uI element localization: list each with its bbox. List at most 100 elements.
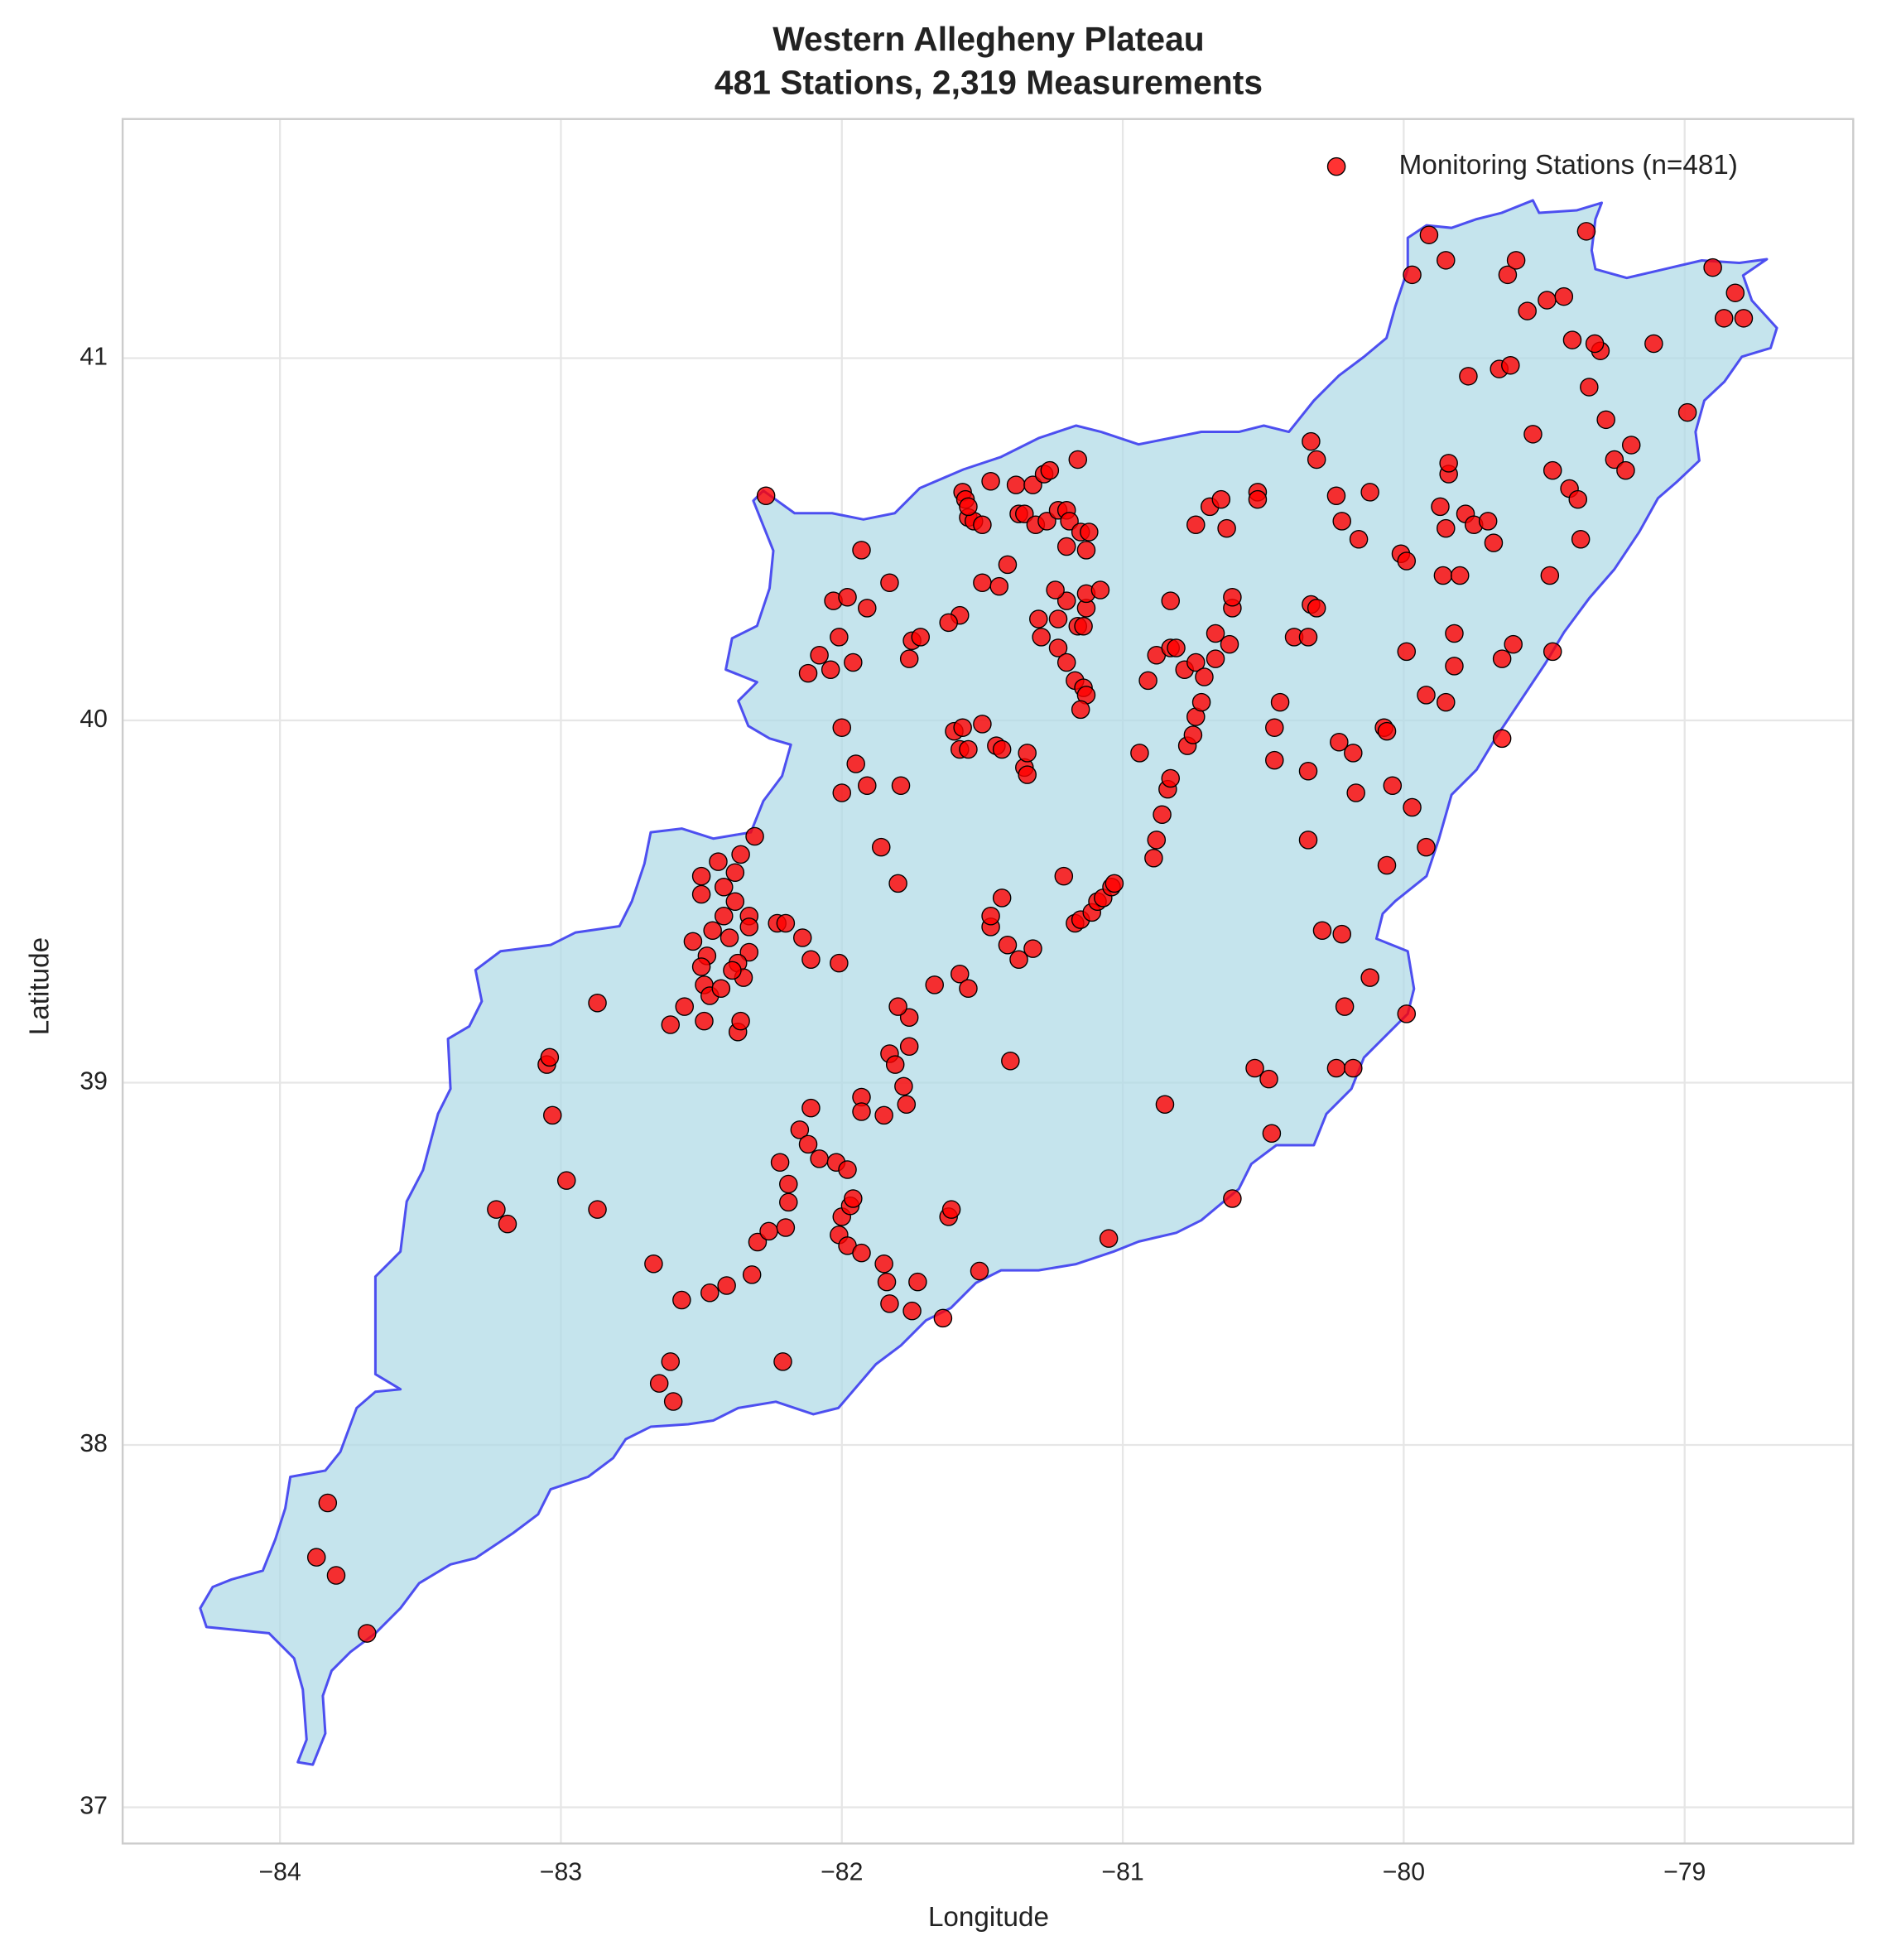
station-point <box>1046 580 1065 600</box>
station-point <box>1344 744 1363 763</box>
station-point <box>779 1192 798 1212</box>
station-point <box>588 1200 607 1219</box>
station-point <box>959 739 978 759</box>
station-point <box>1206 649 1225 668</box>
station-point <box>888 874 907 893</box>
station-point <box>880 1294 899 1313</box>
station-point <box>1195 667 1214 686</box>
station-point <box>1262 1124 1282 1144</box>
station-point <box>1220 634 1239 654</box>
x-tick-label: −83 <box>540 1859 582 1886</box>
station-point <box>832 783 852 802</box>
station-point <box>556 1171 576 1190</box>
station-point <box>1076 541 1096 560</box>
station-point <box>1437 518 1456 538</box>
station-point <box>779 1174 798 1194</box>
x-tick-label: −82 <box>821 1859 863 1886</box>
station-point <box>1298 831 1318 850</box>
station-point <box>1605 450 1624 470</box>
station-point <box>672 1290 691 1310</box>
station-point <box>1431 497 1450 517</box>
station-point <box>1478 512 1498 531</box>
station-point <box>846 754 865 773</box>
station-point <box>700 1283 720 1303</box>
station-point <box>959 497 978 517</box>
station-point <box>1554 287 1574 306</box>
station-point <box>1417 686 1436 705</box>
station-point <box>1504 634 1523 654</box>
station-point <box>1223 587 1242 607</box>
station-point <box>981 471 1000 491</box>
station-point <box>810 1149 829 1168</box>
station-point <box>1397 642 1417 662</box>
station-point <box>852 1102 871 1121</box>
station-point <box>1484 533 1504 552</box>
station-point <box>1130 744 1149 763</box>
y-tick-label: 41 <box>79 343 108 370</box>
station-point <box>543 1105 562 1125</box>
station-point <box>894 1076 913 1096</box>
station-point <box>675 997 694 1016</box>
station-point <box>792 928 812 947</box>
station-point <box>498 1214 517 1234</box>
chart-subtitle: 481 Stations, 2,319 Measurements <box>715 64 1263 102</box>
station-point <box>844 1189 863 1208</box>
station-point <box>1437 692 1456 712</box>
station-point <box>691 957 711 976</box>
station-point <box>1265 750 1284 770</box>
station-point <box>1360 483 1379 502</box>
station-point <box>1080 523 1099 542</box>
station-point <box>1270 692 1290 712</box>
station-point <box>801 950 821 970</box>
station-point <box>1498 265 1518 285</box>
station-point <box>663 1392 683 1411</box>
station-point <box>1330 732 1349 752</box>
station-point <box>725 863 745 883</box>
station-point <box>1492 649 1512 668</box>
station-point <box>1302 431 1321 451</box>
station-point <box>1060 512 1079 531</box>
station-point <box>838 587 857 607</box>
station-point <box>1518 301 1537 320</box>
y-tick-label: 38 <box>79 1430 108 1457</box>
station-point <box>1326 1058 1346 1078</box>
y-axis-label: Latitude <box>25 937 55 1035</box>
station-point <box>661 1352 681 1371</box>
legend: Monitoring Stations (n=481) <box>1326 150 1738 181</box>
station-point <box>858 776 877 796</box>
station-point <box>871 837 891 857</box>
station-point <box>1571 529 1591 549</box>
station-point <box>1377 721 1397 741</box>
station-point <box>1540 566 1560 585</box>
station-point <box>1037 512 1056 531</box>
station-point <box>941 1200 961 1219</box>
station-point <box>1217 518 1236 538</box>
station-point <box>695 1011 714 1031</box>
station-point <box>939 613 958 633</box>
station-point <box>711 979 731 999</box>
station-point <box>830 953 849 973</box>
station-point <box>1644 334 1663 354</box>
station-point <box>1312 921 1332 941</box>
station-point <box>1445 624 1464 643</box>
ticks: −84 −83 −82 −81 −80 −79 37 38 39 40 41 <box>79 343 1706 1885</box>
station-point <box>790 1120 810 1139</box>
station-point <box>1298 628 1318 647</box>
station-point <box>1056 591 1076 610</box>
station-point <box>1105 874 1124 893</box>
station-point <box>1450 566 1470 585</box>
station-point <box>745 826 764 846</box>
station-point <box>1332 512 1351 531</box>
station-point <box>810 645 829 665</box>
station-point <box>1018 765 1037 784</box>
station-point <box>739 942 759 962</box>
station-point <box>1492 729 1512 749</box>
station-point <box>1068 450 1088 470</box>
station-point <box>874 1254 893 1274</box>
station-point <box>1344 1058 1363 1078</box>
chart-title: Western Allegheny Plateau <box>772 20 1204 58</box>
station-point <box>1071 700 1090 720</box>
station-point <box>933 1308 953 1328</box>
station-point <box>1346 783 1365 802</box>
station-point <box>899 1037 919 1057</box>
